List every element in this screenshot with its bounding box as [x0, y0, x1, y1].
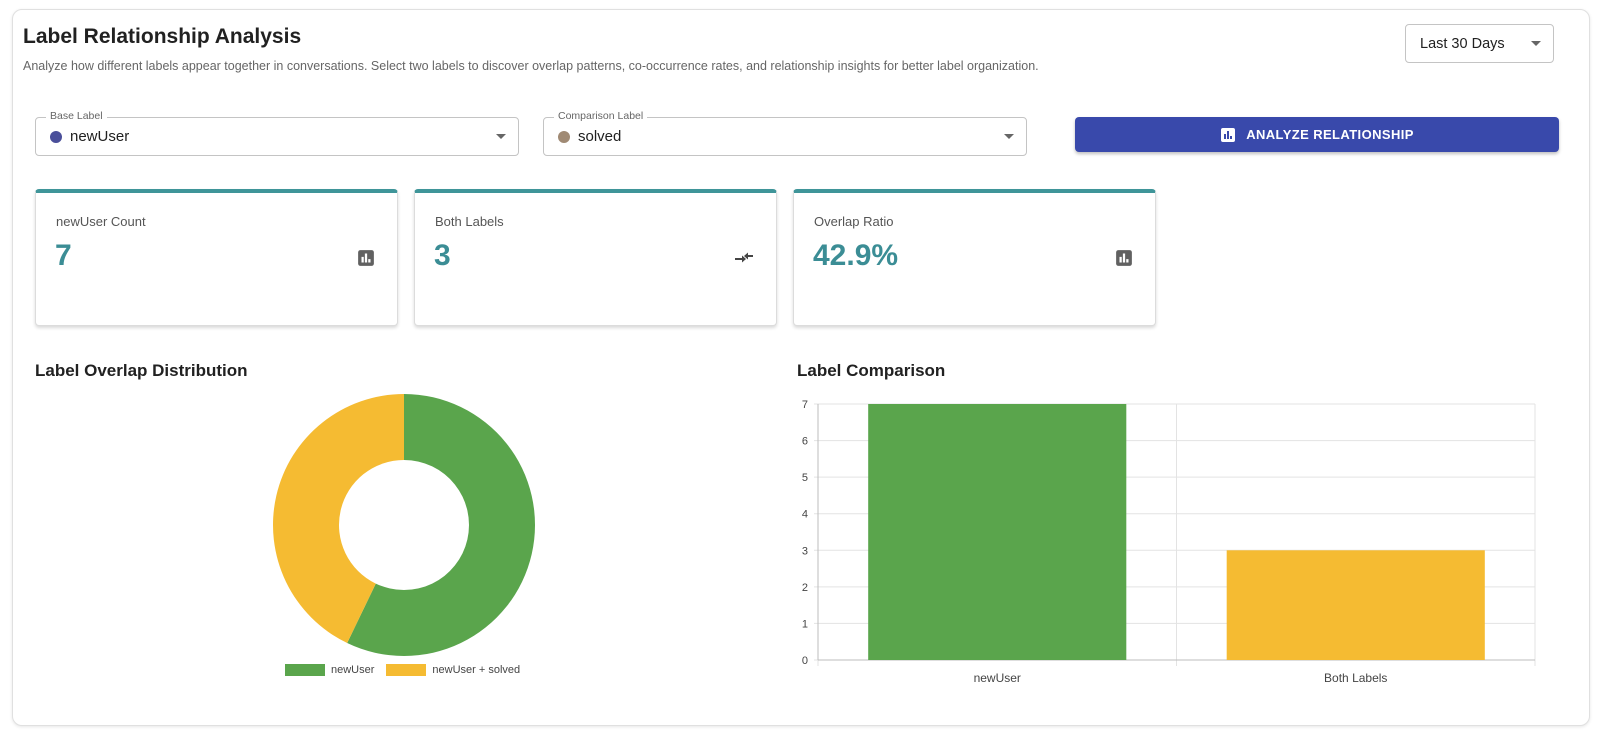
chevron-down-icon — [496, 134, 506, 139]
y-tick-label: 0 — [802, 655, 808, 667]
y-tick-label: 3 — [802, 545, 808, 557]
y-tick-label: 6 — [802, 436, 808, 448]
stat-label: Both Labels — [435, 214, 504, 229]
x-tick-label: Both Labels — [1324, 671, 1387, 685]
donut-legend: newUser newUser + solved — [285, 664, 520, 676]
legend-label: newUser — [331, 664, 375, 676]
comparison-label-value: solved — [578, 128, 622, 145]
date-range-select[interactable]: Last 30 Days — [1405, 24, 1554, 63]
legend-item-1[interactable]: newUser + solved — [386, 664, 520, 676]
base-label-legend: Base Label — [46, 110, 107, 122]
stat-card-newuser-count: newUser Count 7 — [35, 189, 398, 326]
page-subtitle: Analyze how different labels appear toge… — [23, 59, 1039, 73]
stat-value: 42.9% — [813, 239, 899, 272]
x-tick-label: newUser — [974, 671, 1021, 685]
page-title: Label Relationship Analysis — [23, 25, 302, 48]
base-label-select[interactable]: Base Label newUser — [35, 110, 519, 156]
y-tick-label: 5 — [802, 472, 808, 484]
bar-chart-icon — [1221, 127, 1236, 142]
comparison-label-color-dot — [558, 130, 570, 143]
bar-chart: 0 1 2 3 4 5 6 7 newUser Both Labels — [802, 399, 1536, 685]
comparison-label-legend: Comparison Label — [554, 110, 648, 122]
stat-card-both-labels: Both Labels 3 — [414, 189, 777, 326]
y-tick-label: 7 — [802, 399, 808, 411]
legend-item-0[interactable]: newUser — [285, 664, 374, 676]
analyze-relationship-button[interactable]: ANALYZE RELATIONSHIP — [1075, 117, 1559, 152]
stat-label: Overlap Ratio — [814, 214, 894, 229]
stat-value: 3 — [434, 239, 451, 272]
legend-label: newUser + solved — [432, 664, 521, 676]
y-tick-label: 2 — [802, 582, 808, 594]
base-label-color-dot — [50, 130, 62, 143]
bar-chart-icon — [1116, 250, 1132, 266]
stat-label: newUser Count — [56, 214, 146, 229]
pie-slice-0 — [347, 394, 536, 656]
bar-chart-icon — [358, 250, 374, 266]
donut-chart — [273, 394, 536, 656]
base-label-value: newUser — [70, 128, 130, 145]
date-range-value: Last 30 Days — [1420, 35, 1505, 52]
compare-arrows-icon — [735, 252, 753, 263]
chevron-down-icon — [1531, 41, 1541, 46]
stat-value: 7 — [55, 239, 72, 272]
bar-0[interactable] — [868, 404, 1127, 660]
legend-swatch — [386, 664, 427, 676]
legend-swatch — [285, 664, 325, 676]
bar-section-title: Label Comparison — [797, 361, 946, 380]
chevron-down-icon — [1004, 134, 1014, 139]
bar-1[interactable] — [1226, 550, 1485, 660]
pie-slice-1 — [273, 394, 404, 644]
stat-card-overlap-ratio: Overlap Ratio 42.9% — [793, 189, 1156, 326]
y-tick-label: 4 — [802, 509, 808, 521]
y-tick-label: 1 — [802, 618, 808, 630]
donut-section-title: Label Overlap Distribution — [35, 361, 248, 380]
analyze-relationship-label: ANALYZE RELATIONSHIP — [1246, 127, 1414, 142]
comparison-label-select[interactable]: Comparison Label solved — [543, 110, 1027, 156]
